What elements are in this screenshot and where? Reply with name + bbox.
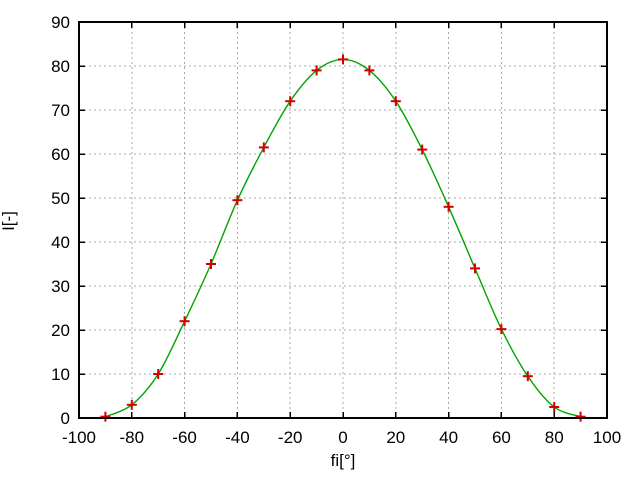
y-tick-label: 0 [61,409,70,428]
x-tick-label: -80 [120,428,145,447]
x-tick-label: -100 [62,428,96,447]
data-point-marker [179,316,190,327]
x-tick-label: 80 [545,428,564,447]
y-tick-label: 80 [51,57,70,76]
data-point-marker [285,96,296,107]
x-tick-label: -40 [225,428,250,447]
y-tick-label: 60 [51,145,70,164]
data-point-marker [549,402,560,412]
x-tick-label: -60 [172,428,197,447]
x-tick-label: 100 [593,428,621,447]
x-tick-label: 60 [492,428,511,447]
data-point-marker [522,371,533,382]
data-point-marker [258,142,269,153]
data-point-marker [153,369,164,379]
series-layer [100,54,586,422]
x-tick-label: 0 [338,428,347,447]
y-tick-label: 40 [51,233,70,252]
data-point-marker [417,144,428,155]
x-axis-title: fi[°] [331,451,356,470]
y-tick-label: 70 [51,101,70,120]
data-point-marker [364,65,375,76]
data-point-marker [232,195,243,206]
grid-layer [78,21,608,419]
x-tick-label: -20 [278,428,303,447]
y-tick-label: 90 [51,13,70,32]
y-tick-label: 20 [51,321,70,340]
data-point-marker [338,54,348,65]
data-point-marker [496,324,507,335]
data-point-marker [100,411,111,422]
data-point-marker [470,263,480,274]
data-point-marker [390,96,401,107]
axis-layer: -100 -80 -60 -40 -20 0 20 40 60 80 100 0 10 20 30 40 50 6… [51,13,621,447]
data-point-marker [311,65,322,76]
y-tick-label: 50 [51,189,70,208]
y-tick-label: 30 [51,277,70,296]
x-tick-label: 40 [439,428,458,447]
y-axis-title: I[-] [0,211,18,231]
data-point-marker [443,201,454,212]
data-point-marker [126,399,137,410]
y-tick-label: 10 [51,365,70,384]
data-point-marker [575,411,586,422]
x-tick-label: 20 [386,428,405,447]
data-point-marker [206,259,216,269]
